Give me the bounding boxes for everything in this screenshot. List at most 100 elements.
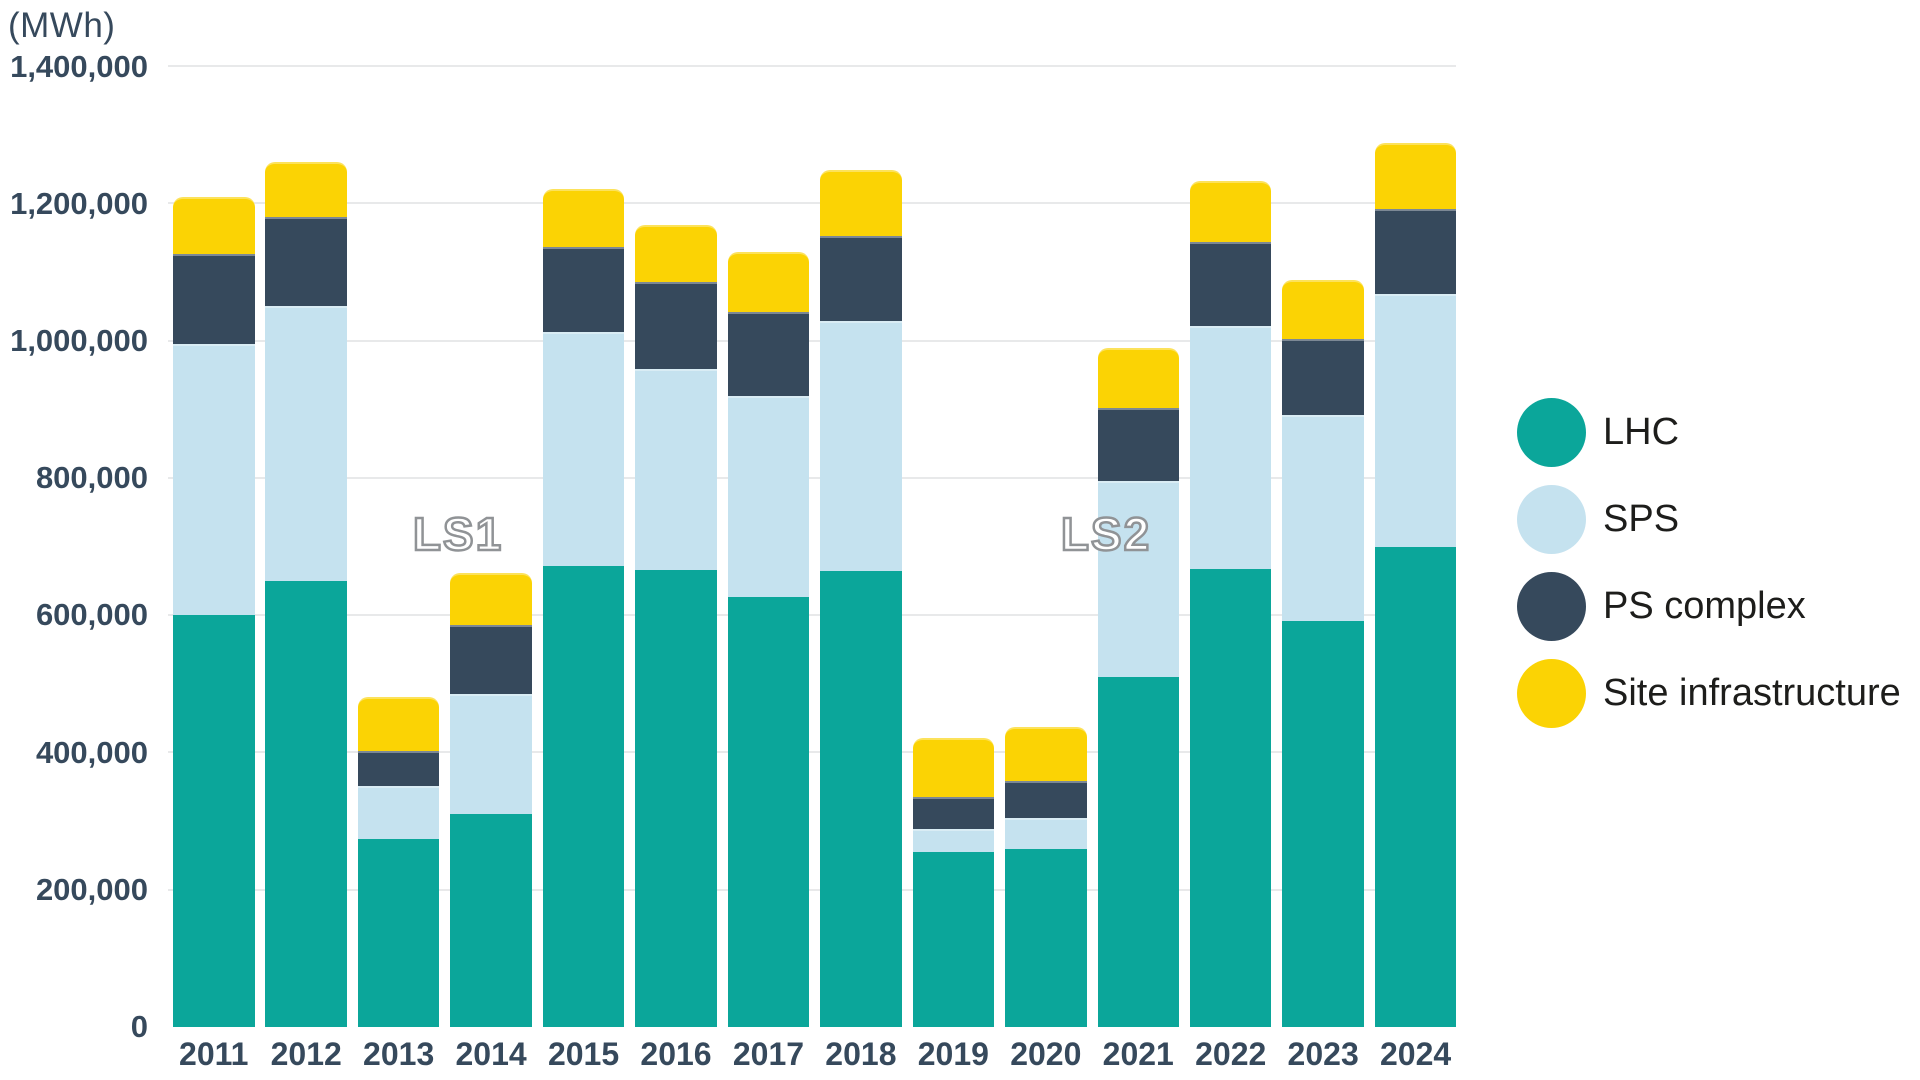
bar-2016 (635, 224, 717, 1027)
bar-2024 (1374, 142, 1457, 1027)
bar-2021-sps-segment (1097, 480, 1179, 677)
bar-2019-ps-complex-segment (912, 797, 995, 830)
y-tick-1400000: 1,400,000 (10, 49, 148, 84)
bar-2022-site-infrastructure-segment (1189, 181, 1272, 243)
bar-2015-lhc-segment (542, 566, 625, 1027)
bar-2014-site-infrastructure-segment (450, 573, 532, 626)
bar-2017 (727, 252, 810, 1027)
bar-2018-sps-segment (820, 321, 902, 572)
legend-item-lhc: LHC (1517, 398, 1901, 467)
x-tick-2013: 2013 (363, 1036, 435, 1072)
bar-2024-ps-complex-segment (1374, 208, 1457, 294)
bar-2024-sps-segment (1374, 293, 1457, 548)
sps-swatch-icon (1517, 485, 1586, 554)
legend-item-site-infrastructure: Site infrastructure (1517, 659, 1901, 728)
y-tick-400000: 400,000 (35, 735, 148, 770)
x-tick-2020: 2020 (1010, 1036, 1082, 1072)
bar-2023-site-infrastructure-segment (1282, 279, 1364, 340)
bar-2022-lhc-segment (1189, 569, 1272, 1027)
annotation-ls1: LS1 (412, 507, 504, 562)
bar-2021-ps-complex-segment (1097, 407, 1179, 481)
x-tick-2023: 2023 (1287, 1036, 1359, 1072)
bar-2018-lhc-segment (820, 571, 902, 1027)
gridline-1000000 (168, 339, 1456, 342)
bar-2017-lhc-segment (727, 597, 810, 1027)
bar-2011-sps-segment (173, 344, 255, 616)
x-tick-2018: 2018 (825, 1036, 897, 1072)
bar-2020-sps-segment (1005, 818, 1087, 850)
bar-2011 (173, 197, 255, 1027)
bar-2014-sps-segment (450, 694, 532, 815)
bar-2022 (1189, 181, 1272, 1027)
bar-2018-site-infrastructure-segment (820, 170, 902, 236)
bar-2019-lhc-segment (912, 851, 995, 1027)
bar-2011-lhc-segment (173, 615, 255, 1027)
legend: LHC SPS PS complex Site infrastructure (1517, 398, 1901, 746)
bar-2013-lhc-segment (357, 838, 440, 1027)
x-tick-2012: 2012 (270, 1036, 342, 1072)
ps-complex-swatch-icon (1517, 572, 1586, 641)
x-tick-2016: 2016 (640, 1036, 712, 1072)
bar-2024-lhc-segment (1374, 547, 1457, 1027)
bar-2016-site-infrastructure-segment (635, 224, 717, 282)
x-tick-2011: 2011 (179, 1036, 249, 1072)
bar-2023-ps-complex-segment (1282, 339, 1364, 416)
x-tick-2014: 2014 (455, 1036, 527, 1072)
lhc-swatch-icon (1517, 398, 1586, 467)
gridline-1200000 (168, 202, 1456, 205)
bar-2020-ps-complex-segment (1005, 781, 1087, 819)
legend-label-lhc: LHC (1603, 411, 1680, 453)
gridline-800000 (168, 476, 1456, 479)
x-tick-2017: 2017 (732, 1036, 805, 1072)
bar-2020 (1005, 727, 1087, 1027)
bar-2014-lhc-segment (450, 814, 532, 1027)
bar-2023 (1282, 279, 1364, 1027)
bar-2012-site-infrastructure-segment (265, 162, 347, 218)
bar-2024-site-infrastructure-segment (1374, 142, 1457, 209)
bar-2014-ps-complex-segment (450, 625, 532, 695)
bar-2013-site-infrastructure-segment (357, 696, 440, 752)
bar-2022-sps-segment (1189, 326, 1272, 570)
plot-area (168, 65, 1457, 1027)
bar-2017-sps-segment (727, 395, 810, 598)
bar-2011-ps-complex-segment (173, 254, 255, 345)
bar-2018 (820, 170, 902, 1027)
y-tick-600000: 600,000 (35, 597, 148, 632)
bar-2016-lhc-segment (635, 569, 717, 1027)
bar-2019-site-infrastructure-segment (912, 738, 995, 798)
gridline-1400000 (168, 65, 1456, 67)
annotation-ls2: LS2 (1060, 507, 1152, 562)
x-tick-2019: 2019 (917, 1036, 989, 1072)
x-tick-2022: 2022 (1195, 1036, 1267, 1072)
bar-2022-ps-complex-segment (1189, 242, 1272, 327)
bar-2011-site-infrastructure-segment (173, 197, 255, 255)
bar-2012-ps-complex-segment (265, 217, 347, 307)
legend-item-sps: SPS (1517, 485, 1901, 554)
bar-2020-lhc-segment (1005, 849, 1087, 1027)
bar-2021 (1097, 348, 1179, 1027)
bar-2014 (450, 573, 532, 1027)
y-tick-1000000: 1,000,000 (10, 323, 148, 358)
bar-2015-site-infrastructure-segment (542, 188, 625, 247)
y-tick-200000: 200,000 (35, 872, 148, 907)
legend-label-site-infrastructure: Site infrastructure (1603, 672, 1901, 714)
site-infrastructure-swatch-icon (1517, 659, 1586, 728)
bar-2020-site-infrastructure-segment (1005, 727, 1087, 782)
bar-2021-site-infrastructure-segment (1097, 348, 1179, 408)
bar-2012-lhc-segment (265, 580, 347, 1027)
x-tick-2024: 2024 (1380, 1036, 1452, 1072)
bar-2023-lhc-segment (1282, 621, 1364, 1027)
y-tick-800000: 800,000 (35, 460, 148, 495)
bar-2012 (265, 162, 347, 1027)
gridline-200000 (168, 888, 1456, 891)
bar-2016-ps-complex-segment (635, 281, 717, 369)
y-tick-1200000: 1,200,000 (10, 186, 148, 221)
bar-2019-sps-segment (912, 829, 995, 852)
bar-2012-sps-segment (265, 306, 347, 581)
bar-2015-sps-segment (542, 331, 625, 567)
bar-2013-ps-complex-segment (357, 751, 440, 787)
bar-2017-site-infrastructure-segment (727, 252, 810, 313)
gridline-600000 (168, 614, 1456, 617)
bar-2013-sps-segment (357, 786, 440, 839)
